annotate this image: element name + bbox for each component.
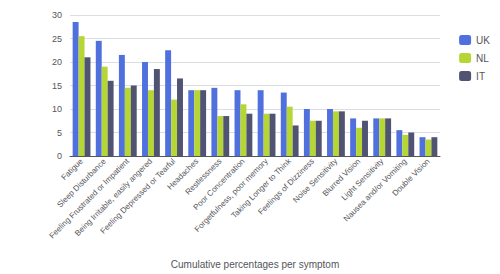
- svg-text:Poor Concentration: Poor Concentration: [191, 156, 247, 212]
- svg-text:Forgetfulness, poor memory: Forgetfulness, poor memory: [192, 156, 270, 234]
- svg-text:Fatigue: Fatigue: [59, 156, 85, 182]
- svg-text:Nausea and/or Vomiting: Nausea and/or Vomiting: [341, 156, 409, 224]
- svg-text:Restlessness: Restlessness: [183, 156, 224, 197]
- svg-text:Feeling Depressed or Tearful: Feeling Depressed or Tearful: [98, 157, 177, 236]
- svg-text:Noise Sensitivity: Noise Sensitivity: [291, 156, 340, 205]
- svg-text:10: 10: [52, 104, 62, 114]
- svg-text:IT: IT: [476, 71, 485, 82]
- svg-text:Blurred Vision: Blurred Vision: [320, 156, 363, 199]
- svg-text:UK: UK: [476, 35, 490, 46]
- svg-text:Feeling Frustrated or Impatien: Feeling Frustrated or Impatient: [47, 156, 131, 241]
- svg-text:15: 15: [52, 81, 62, 91]
- svg-text:Light Sensitivity: Light Sensitivity: [339, 156, 386, 203]
- svg-text:0: 0: [57, 151, 62, 161]
- svg-text:30: 30: [52, 10, 62, 20]
- svg-text:Feelings of Dizziness: Feelings of Dizziness: [256, 156, 316, 217]
- svg-text:Sleep Disturbance: Sleep Disturbance: [55, 156, 108, 210]
- svg-text:NL: NL: [476, 53, 489, 64]
- svg-text:Being Irritable, easily angere: Being Irritable, easily angered: [73, 156, 155, 238]
- svg-text:Taking Longer to Think: Taking Longer to Think: [229, 156, 293, 221]
- svg-text:20: 20: [52, 57, 62, 67]
- svg-text:Double Vision: Double Vision: [391, 157, 432, 198]
- svg-text:Cumulative percentages per sym: Cumulative percentages per symptom: [171, 259, 339, 270]
- svg-text:Headaches: Headaches: [165, 156, 201, 192]
- svg-text:5: 5: [57, 128, 62, 138]
- svg-text:25: 25: [52, 34, 62, 44]
